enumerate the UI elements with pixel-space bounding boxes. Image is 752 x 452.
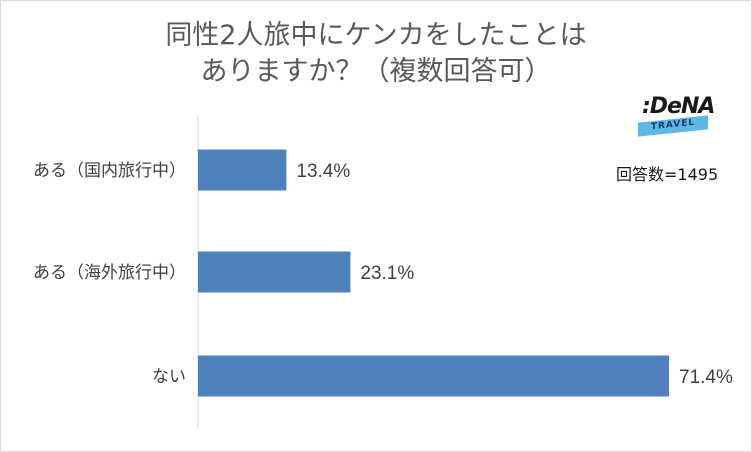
dena-travel-logo: :DeNA TRAVEL [634, 94, 715, 140]
logo-main-text: :DeNA [642, 94, 715, 119]
category-label-0: ある（国内旅行中） [33, 161, 186, 181]
chart-title: 同性2人旅中にケンカをしたことは ありますか？（複数回答可） [0, 18, 752, 90]
chart-title-line-2: ありますか？（複数回答可） [200, 56, 552, 87]
category-label-1: ある（海外旅行中） [33, 263, 186, 283]
bar-0 [198, 149, 287, 191]
data-label-2: 71.4% [679, 367, 733, 388]
category-label-2: ない [152, 367, 186, 387]
data-label-0: 13.4% [296, 161, 350, 182]
bar-2 [198, 355, 669, 397]
response-count: 回答数=1495 [616, 165, 719, 184]
chart-title-line-1: 同性2人旅中にケンカをしたことは [165, 20, 587, 51]
bar-1 [198, 251, 351, 293]
data-label-1: 23.1% [360, 263, 414, 284]
